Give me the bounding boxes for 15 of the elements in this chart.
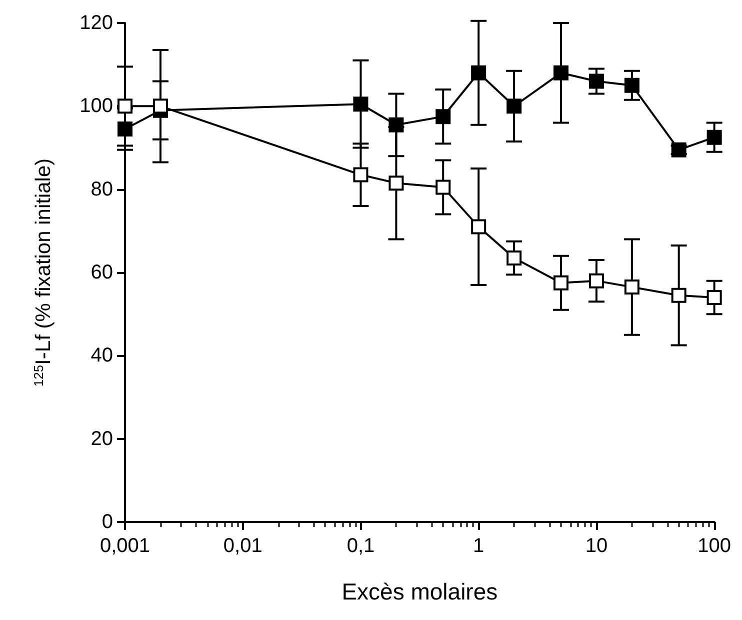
x-tick-label: 0,001	[100, 535, 150, 557]
y-tick-label: 80	[90, 178, 113, 200]
y-axis-title: 125I-Lf (% fixation initiale)	[31, 158, 55, 387]
y-tick-label: 120	[80, 12, 113, 34]
y-tick-label: 100	[80, 95, 113, 118]
x-tick-label: 1	[473, 535, 484, 557]
y-tick-label: 40	[90, 344, 113, 367]
y-tick-label: 60	[90, 262, 113, 284]
x-tick-label: 0,1	[346, 535, 375, 557]
x-tick-label: 0,01	[223, 535, 262, 557]
y-tick-label: 20	[90, 428, 113, 450]
x-tick-label: 100	[698, 535, 732, 557]
x-axis-title: Excès molaires	[342, 578, 498, 604]
y-tick-label: 0	[102, 511, 113, 533]
x-tick-label: 10	[585, 535, 608, 557]
